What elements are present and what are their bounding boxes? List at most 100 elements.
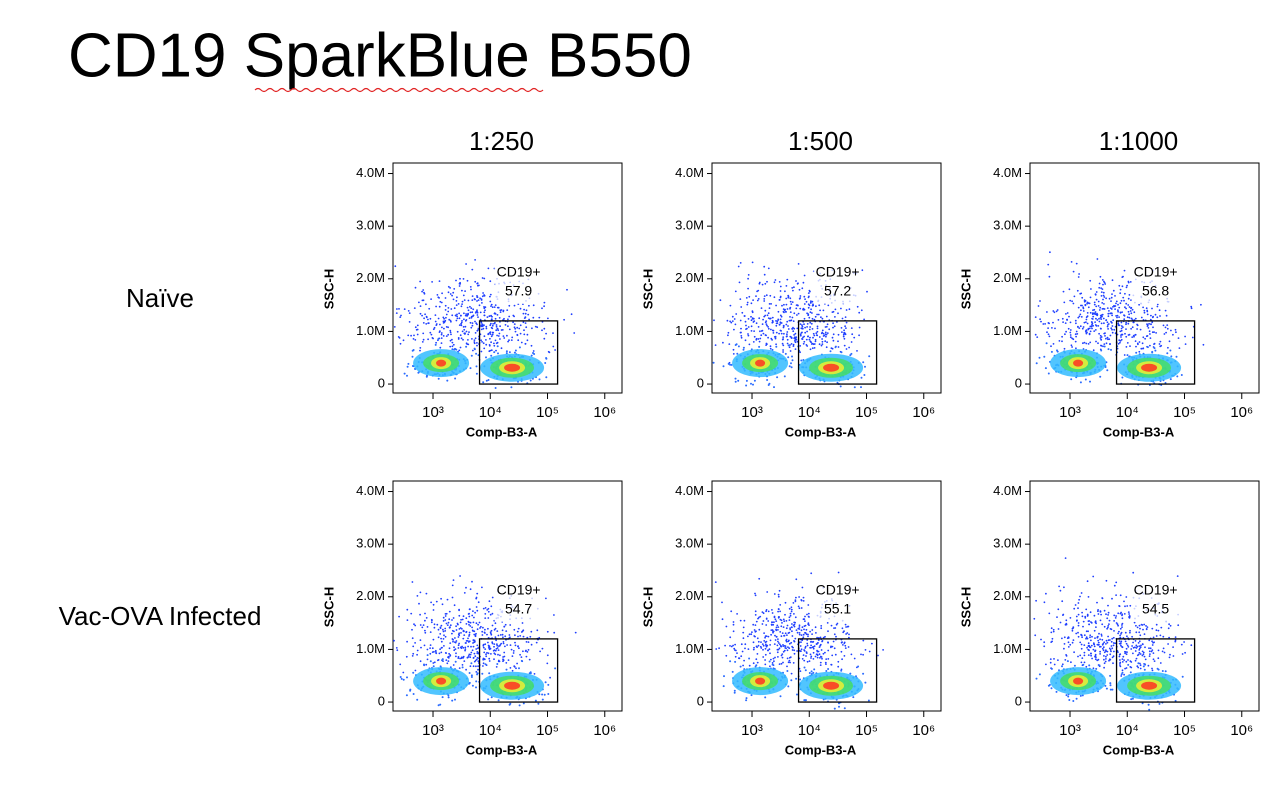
event-dot — [810, 670, 813, 673]
event-dot — [1110, 300, 1112, 302]
event-dot — [462, 294, 465, 297]
event-dot — [1083, 651, 1086, 654]
event-dot — [1144, 646, 1146, 649]
event-cloud — [1033, 557, 1193, 711]
event-dot — [440, 640, 443, 643]
event-dot — [538, 693, 541, 696]
event-dot — [774, 639, 777, 641]
event-dot — [804, 298, 806, 300]
event-dot — [466, 315, 469, 317]
event-dot — [1081, 636, 1083, 639]
event-dot — [747, 274, 750, 276]
event-dot — [1156, 316, 1159, 319]
event-dot — [809, 302, 812, 304]
event-dot — [476, 657, 479, 659]
event-dot — [1100, 338, 1102, 341]
event-dot — [1042, 323, 1045, 325]
event-dot — [476, 314, 479, 316]
event-dot — [548, 351, 551, 354]
event-dot — [722, 685, 725, 688]
event-dot — [432, 662, 435, 664]
event-dot — [1113, 328, 1116, 331]
event-dot — [850, 352, 853, 355]
event-dot — [785, 297, 788, 300]
event-dot — [440, 332, 443, 334]
event-dot — [406, 608, 409, 611]
event-dot — [490, 633, 493, 636]
event-dot — [1065, 655, 1068, 657]
event-dot — [845, 348, 848, 350]
event-dot — [1118, 605, 1121, 608]
event-dot — [745, 297, 748, 299]
event-dot — [1050, 350, 1053, 353]
event-dot — [491, 624, 494, 627]
event-dot — [1172, 333, 1174, 336]
event-dot — [849, 672, 852, 675]
event-dot — [742, 664, 744, 667]
event-dot — [793, 623, 796, 626]
y-tick-label: 4.0M — [675, 165, 704, 180]
event-dot — [1176, 375, 1179, 378]
event-dot — [767, 610, 770, 613]
event-dot — [837, 346, 840, 348]
event-dot — [430, 601, 432, 604]
event-dot — [803, 699, 806, 702]
event-dot — [525, 641, 528, 643]
event-dot — [1123, 659, 1125, 661]
event-dot — [483, 324, 485, 327]
event-dot — [787, 661, 790, 664]
event-dot — [769, 665, 771, 668]
event-dot — [793, 286, 795, 289]
event-dot — [811, 312, 813, 314]
event-dot — [497, 660, 500, 663]
event-dot — [727, 334, 729, 337]
event-dot — [530, 643, 533, 646]
event-dot — [482, 381, 485, 384]
event-dot — [767, 267, 770, 270]
event-dot — [779, 610, 781, 613]
event-dot — [484, 613, 487, 615]
event-dot — [792, 662, 795, 664]
event-dot — [460, 322, 462, 325]
event-dot — [1074, 333, 1077, 336]
event-dot — [828, 328, 831, 331]
event-dot — [1164, 670, 1167, 673]
event-dot — [791, 630, 793, 633]
event-dot — [1080, 643, 1083, 646]
y-tick-label: 3.0M — [993, 218, 1022, 233]
event-dot — [1092, 575, 1095, 578]
event-dot — [1059, 621, 1062, 624]
event-dot — [543, 327, 546, 330]
event-dot — [461, 656, 463, 659]
event-dot — [502, 658, 504, 661]
event-dot — [798, 626, 801, 628]
event-dot — [1102, 649, 1105, 652]
event-dot — [1117, 612, 1120, 615]
event-dot — [509, 667, 512, 669]
event-dot — [801, 324, 803, 326]
event-dot — [510, 339, 513, 341]
event-dot — [415, 328, 418, 331]
event-dot — [1170, 355, 1173, 358]
event-dot — [777, 310, 780, 313]
event-dot — [1142, 651, 1145, 654]
event-dot — [735, 313, 738, 315]
event-dot — [1120, 644, 1122, 647]
event-dot — [517, 645, 519, 648]
event-dot — [461, 300, 464, 303]
event-dot — [399, 316, 402, 318]
event-dot — [1129, 631, 1131, 634]
event-dot — [525, 649, 527, 652]
event-dot — [451, 341, 454, 344]
event-dot — [503, 317, 505, 320]
event-dot — [469, 311, 472, 314]
event-dot — [524, 322, 527, 324]
event-dot — [1132, 334, 1135, 337]
event-dot — [1085, 316, 1088, 319]
event-dot — [1137, 642, 1140, 644]
event-dot — [437, 337, 440, 340]
event-dot — [1057, 608, 1060, 611]
event-dot — [815, 334, 818, 336]
event-dot — [1103, 651, 1106, 654]
event-dot — [821, 657, 823, 660]
